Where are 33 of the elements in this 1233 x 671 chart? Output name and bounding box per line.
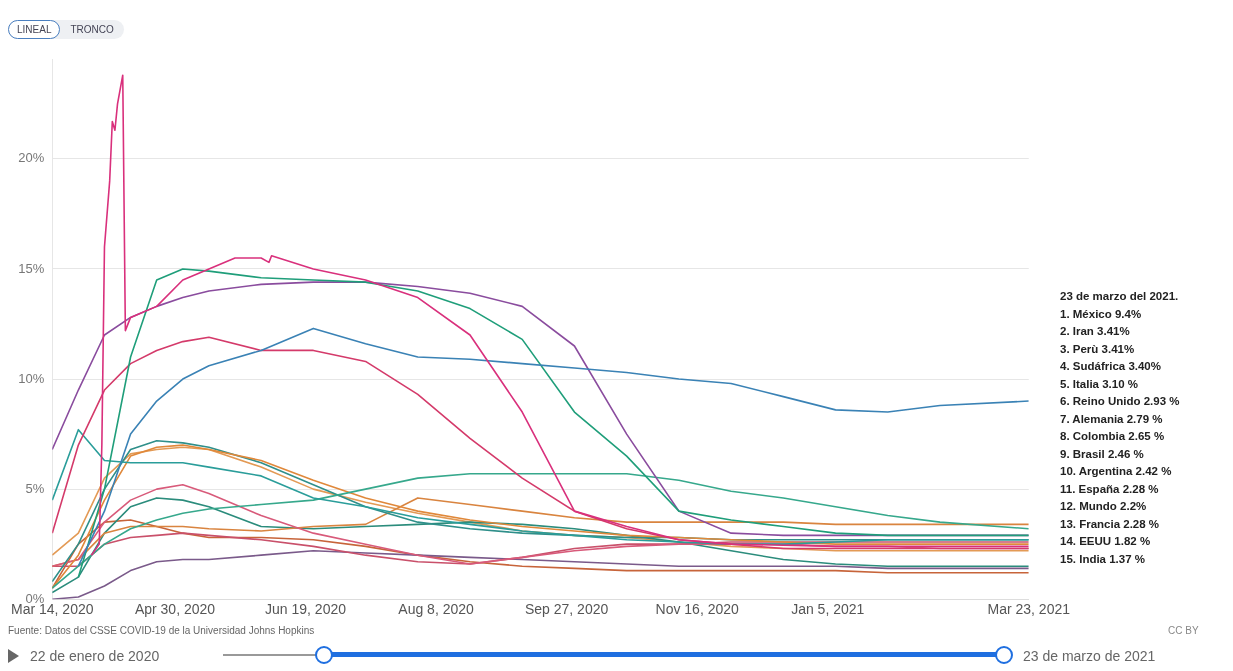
y-tick-label: 10%	[18, 370, 45, 386]
x-tick-label: Sep 27, 2020	[524, 601, 609, 618]
text: 6. Reino Unido 2.93 %	[1060, 394, 1180, 409]
text: 22 de enero de 2020	[30, 648, 160, 664]
text: CC BY	[1168, 625, 1199, 636]
x-tick-label: Nov 16, 2020	[655, 601, 740, 618]
y-tick-label: 5%	[25, 480, 45, 496]
text: 2. Iran 3.41%	[1060, 324, 1131, 339]
text: 15. India 1.37 %	[1060, 551, 1146, 567]
text: 8. Colombia 2.65 %	[1060, 429, 1166, 444]
y-tick-label: 20%	[18, 150, 45, 166]
text: 11. España 2.28 %	[1060, 481, 1160, 497]
text: 9. Brasil 2.46 %	[1060, 446, 1145, 462]
text: 23 de marzo del 2021.	[1060, 289, 1180, 304]
x-tick-label: Jun 19, 2020	[265, 601, 347, 618]
text: TRONCO	[69, 23, 115, 37]
text: 3. Perù 3.41%	[1060, 341, 1136, 357]
text: 12. Mundo 2.2%	[1060, 499, 1148, 514]
text: LINEAL	[8, 20, 61, 39]
text: 10. Argentina 2.42 %	[1060, 464, 1173, 479]
text: 7. Alemania 2.79 %	[1060, 411, 1164, 427]
text: 5. Italia 3.10 %	[1060, 376, 1139, 392]
y-tick-label: 15%	[18, 260, 45, 276]
x-tick-label: Jan 5, 2021	[791, 601, 865, 618]
text: 1. México 9.4%	[1060, 306, 1143, 322]
text: 4. Sudáfrica 3.40%	[1060, 359, 1162, 374]
source-note: Fuente: Datos del CSSE COVID-19 de la Universidad Johns Hopkins	[8, 625, 315, 636]
x-tick-label: Apr 30, 2020	[134, 601, 216, 618]
text: 13. Francia 2.28 %	[1060, 516, 1161, 532]
text: 14. EEUU 1.82 %	[1060, 534, 1152, 549]
text: 23 de marzo de 2021	[1023, 648, 1156, 664]
x-tick-label: Aug 8, 2020	[398, 601, 475, 618]
x-tick-label: Mar 23, 2021	[987, 601, 1071, 618]
